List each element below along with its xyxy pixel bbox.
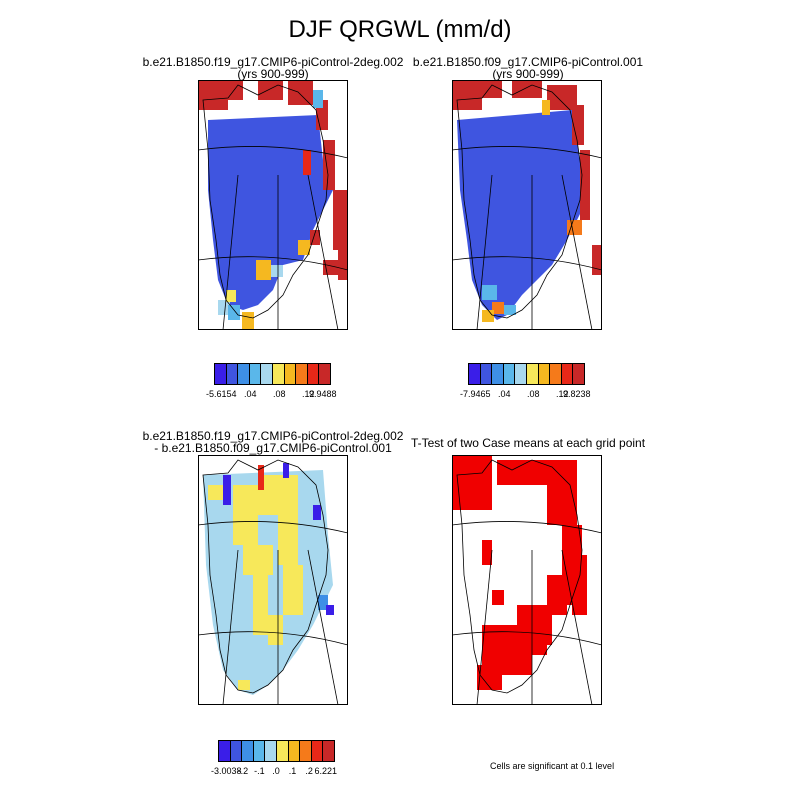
coastline-2 bbox=[452, 84, 602, 330]
colorbar-swatch bbox=[318, 363, 331, 385]
colorbar-label: .2 bbox=[305, 766, 313, 776]
colorbar-swatch bbox=[572, 363, 585, 385]
coastline-3 bbox=[198, 459, 348, 705]
colorbar-label: .08 bbox=[272, 389, 286, 399]
field-cells-2 bbox=[452, 80, 602, 322]
panel-1-title-line2: (yrs 900-999) bbox=[237, 67, 309, 81]
field-cells-3 bbox=[203, 463, 334, 695]
map-panel-1 bbox=[198, 80, 348, 330]
panel-2-title: b.e21.B1850.f09_g17.CMIP6-piControl.001 … bbox=[378, 56, 678, 80]
colorbar-label: .12 bbox=[301, 389, 315, 399]
field-cells-1 bbox=[198, 80, 348, 330]
colorbar-label: .04 bbox=[243, 389, 257, 399]
panel-2-title-line1: b.e21.B1850.f09_g17.CMIP6-piControl.001 bbox=[412, 55, 644, 69]
colorbar-label: 6.221 bbox=[314, 766, 337, 776]
colorbar-label: -.2 bbox=[237, 766, 249, 776]
colorbar-label: 9.9488 bbox=[308, 389, 337, 399]
colorbar-label: -5.6154 bbox=[205, 389, 237, 399]
colorbar-label: .1 bbox=[288, 766, 297, 776]
colorbar-label: .08 bbox=[526, 389, 540, 399]
colorbar-label: .12 bbox=[555, 389, 569, 399]
colorbar-label: .0 bbox=[272, 766, 280, 776]
map-panel-2 bbox=[452, 80, 602, 330]
map-panel-3 bbox=[198, 455, 348, 705]
panel-3-title-line1: b.e21.B1850.f19_g17.CMIP6-piControl-2deg… bbox=[142, 429, 404, 443]
panel-3-title: b.e21.B1850.f19_g17.CMIP6-piControl-2deg… bbox=[123, 430, 423, 454]
colorbar-swatch bbox=[322, 740, 335, 762]
colorbar-1: -5.6154 .04 .08 .12 9.9488 bbox=[206, 363, 337, 399]
panel-3-title-line2: - b.e21.B1850.f09_g17.CMIP6-piControl.00… bbox=[154, 441, 392, 455]
figure-title: DJF QRGWL (mm/d) bbox=[288, 16, 512, 43]
coastline-4 bbox=[452, 459, 602, 705]
panel-4-title-line1: T-Test of two Case means at each grid po… bbox=[410, 436, 646, 450]
panel-2-title-line2: (yrs 900-999) bbox=[492, 67, 564, 81]
significance-note: Cells are significant at 0.1 level bbox=[490, 761, 615, 771]
panel-1-title: b.e21.B1850.f19_g17.CMIP6-piControl-2deg… bbox=[123, 56, 423, 80]
colorbar-2: -7.9465 .04 .08 .12 9.8238 bbox=[460, 363, 591, 399]
colorbar-3: -3.0038 -.2 -.1 .0 .1 .2 6.221 bbox=[211, 740, 337, 776]
colorbar-label: 9.8238 bbox=[562, 389, 591, 399]
panel-1-title-line1: b.e21.B1850.f19_g17.CMIP6-piControl-2deg… bbox=[142, 55, 404, 69]
colorbar-label: .04 bbox=[497, 389, 511, 399]
panel-4-title: T-Test of two Case means at each grid po… bbox=[378, 437, 678, 449]
coastline-1 bbox=[198, 84, 348, 330]
colorbar-label: -3.0038 bbox=[211, 766, 242, 776]
colorbar-label: -.1 bbox=[254, 766, 265, 776]
map-panel-4 bbox=[452, 455, 602, 705]
colorbar-label: -7.9465 bbox=[459, 389, 491, 399]
